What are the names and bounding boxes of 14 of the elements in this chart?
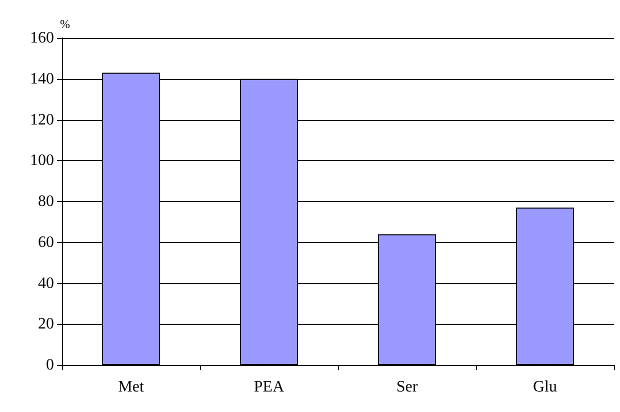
x-tick-label: PEA	[254, 378, 285, 396]
x-tick-label: Met	[118, 378, 144, 396]
y-tick-label: 80	[38, 193, 54, 210]
x-tick-label: Glu	[533, 378, 557, 396]
y-tick-label: 120	[30, 111, 54, 128]
y-tick-label: 20	[38, 316, 54, 333]
y-tick-label: 140	[30, 70, 54, 88]
y-tick-label: 40	[38, 274, 54, 292]
x-tick-label: Ser	[396, 378, 418, 396]
y-tick-label: 100	[30, 152, 54, 170]
y-axis-title: %	[60, 17, 70, 31]
y-tick-label: 60	[38, 234, 54, 251]
y-tick-label: 160	[30, 30, 54, 46]
y-tick-label: 0	[46, 356, 54, 374]
